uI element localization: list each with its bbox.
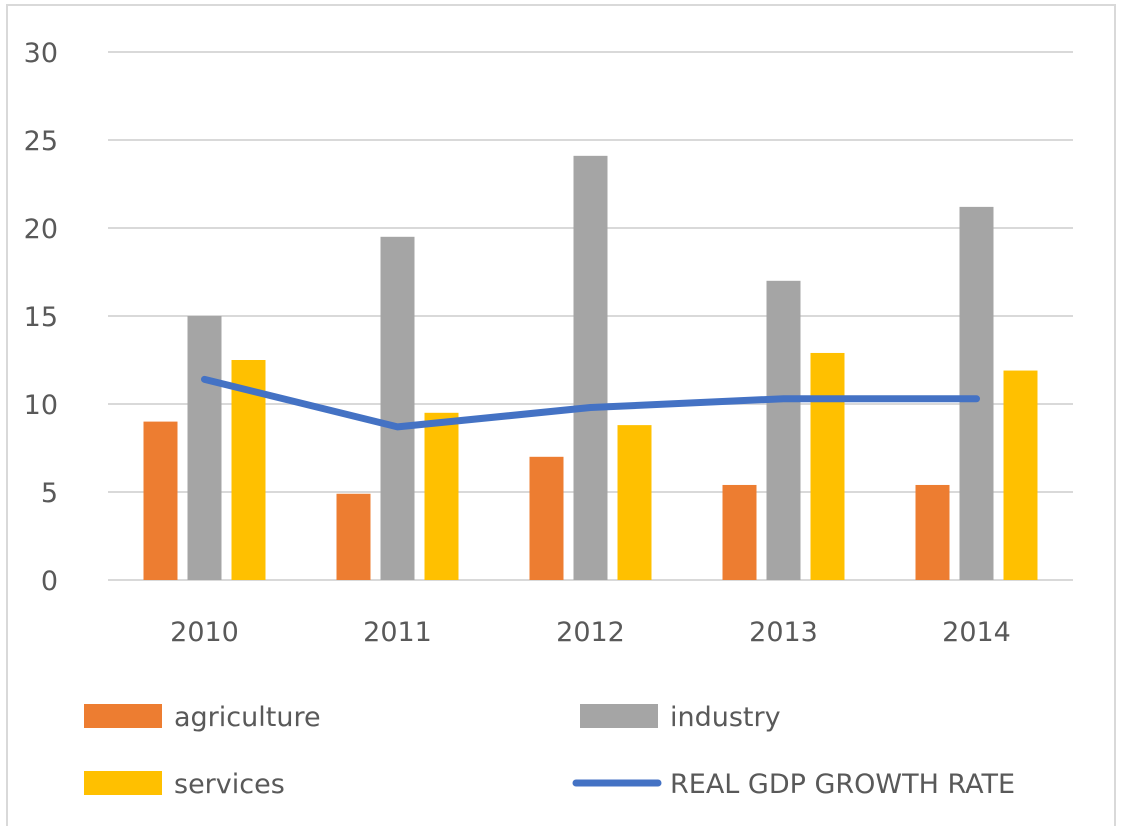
legend-label: industry bbox=[670, 702, 781, 733]
legend-swatch bbox=[84, 704, 162, 728]
bar-services-2012 bbox=[617, 425, 652, 580]
x-tick-label: 2014 bbox=[942, 617, 1011, 648]
legend-item: industry bbox=[580, 702, 781, 733]
legend-label: REAL GDP GROWTH RATE bbox=[670, 769, 1015, 800]
y-tick-label: 5 bbox=[41, 478, 58, 509]
bar-industry-2014 bbox=[959, 206, 994, 580]
y-tick-label: 15 bbox=[24, 302, 58, 333]
legend-item: services bbox=[84, 769, 285, 800]
line-series bbox=[201, 375, 980, 431]
bar-agriculture-2012 bbox=[529, 456, 564, 580]
x-tick-label: 2011 bbox=[363, 617, 432, 648]
x-axis-tick-labels: 2010 2011 2012 2013 2014 bbox=[170, 617, 1011, 648]
bar-industry-2010 bbox=[187, 316, 222, 580]
bar-agriculture-2010 bbox=[143, 421, 178, 580]
y-axis-tick-labels: 0 5 10 15 20 25 30 bbox=[24, 38, 58, 597]
y-tick-label: 30 bbox=[24, 38, 58, 69]
bar-agriculture-2011 bbox=[336, 493, 371, 580]
bar-industry-2012 bbox=[573, 155, 608, 580]
y-tick-label: 20 bbox=[24, 214, 58, 245]
y-tick-label: 10 bbox=[24, 390, 58, 421]
x-tick-label: 2013 bbox=[749, 617, 818, 648]
bar-industry-2013 bbox=[766, 280, 801, 580]
bar-agriculture-2014 bbox=[915, 484, 950, 580]
bar-services-2013 bbox=[810, 352, 845, 580]
legend-label: services bbox=[174, 769, 285, 800]
legend-label: agriculture bbox=[174, 702, 321, 733]
bar-industry-2011 bbox=[380, 236, 415, 581]
y-tick-label: 0 bbox=[41, 566, 58, 597]
bar-services-2014 bbox=[1003, 370, 1038, 580]
y-tick-label: 25 bbox=[24, 126, 58, 157]
bar-services-2011 bbox=[424, 412, 459, 580]
x-tick-label: 2010 bbox=[170, 617, 239, 648]
legend-swatch bbox=[84, 771, 162, 795]
legend-swatch bbox=[580, 704, 658, 728]
bar-services-2010 bbox=[231, 360, 266, 580]
x-tick-label: 2012 bbox=[556, 617, 625, 648]
bars bbox=[143, 155, 1038, 581]
legend-item: REAL GDP GROWTH RATE bbox=[572, 769, 1015, 800]
legend: agriculture industry services REAL GDP GROW… bbox=[84, 702, 1015, 800]
legend-item: agriculture bbox=[84, 702, 321, 733]
bar-agriculture-2013 bbox=[722, 484, 757, 580]
